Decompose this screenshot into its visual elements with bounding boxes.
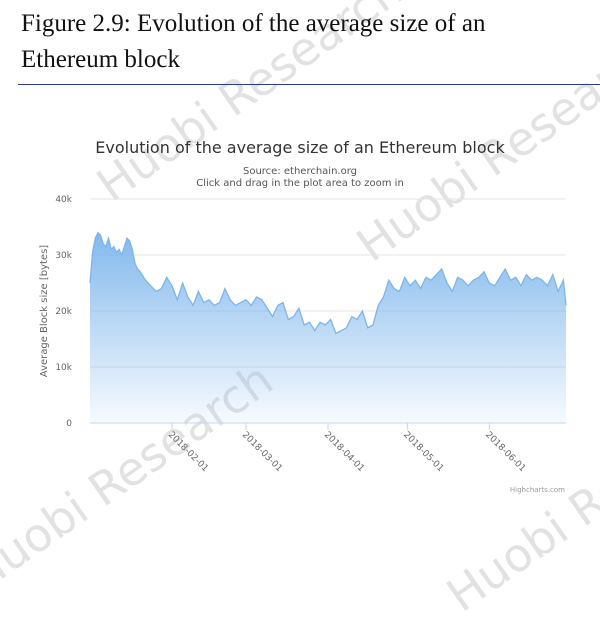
x-tick-label: 2018-03-01 <box>240 430 284 474</box>
y-tick-label: 20k <box>55 307 72 317</box>
figure-caption-line-1: Figure 2.9: Evolution of the average siz… <box>21 10 486 37</box>
plot-area[interactable] <box>89 231 567 423</box>
y-tick-label: 10k <box>55 363 72 373</box>
area-chart[interactable]: Evolution of the average size of an Ethe… <box>0 0 600 513</box>
series-area[interactable] <box>90 232 566 423</box>
figure-caption: Figure 2.9: Evolution of the average siz… <box>21 6 581 78</box>
y-axis-ticks: 0 10k 20k 30k 40k <box>55 195 72 429</box>
x-tick-label: 2018-05-01 <box>401 430 445 474</box>
chart-title: Evolution of the average size of an Ethe… <box>95 138 505 157</box>
chart-subtitle-zoom-hint: Click and drag in the plot area to zoom … <box>196 178 404 189</box>
caption-divider <box>18 84 600 85</box>
chart-subtitle-source: Source: etherchain.org <box>243 166 357 177</box>
x-axis-ticks: 2018-02-01 2018-03-01 2018-04-01 2018-05-01… <box>166 423 527 474</box>
x-tick-label: 2018-06-01 <box>483 430 527 474</box>
y-tick-label: 40k <box>55 195 72 205</box>
y-axis-title: Average Block size [bytes] <box>39 245 50 377</box>
y-tick-label: 0 <box>66 419 72 429</box>
x-tick-label: 2018-04-01 <box>322 430 366 474</box>
highcharts-credit[interactable]: Highcharts.com <box>510 486 565 494</box>
figure-caption-line-2: Ethereum block <box>21 46 180 73</box>
x-tick-label: 2018-02-01 <box>166 430 210 474</box>
series-line[interactable] <box>89 231 567 335</box>
y-tick-label: 30k <box>55 251 72 261</box>
